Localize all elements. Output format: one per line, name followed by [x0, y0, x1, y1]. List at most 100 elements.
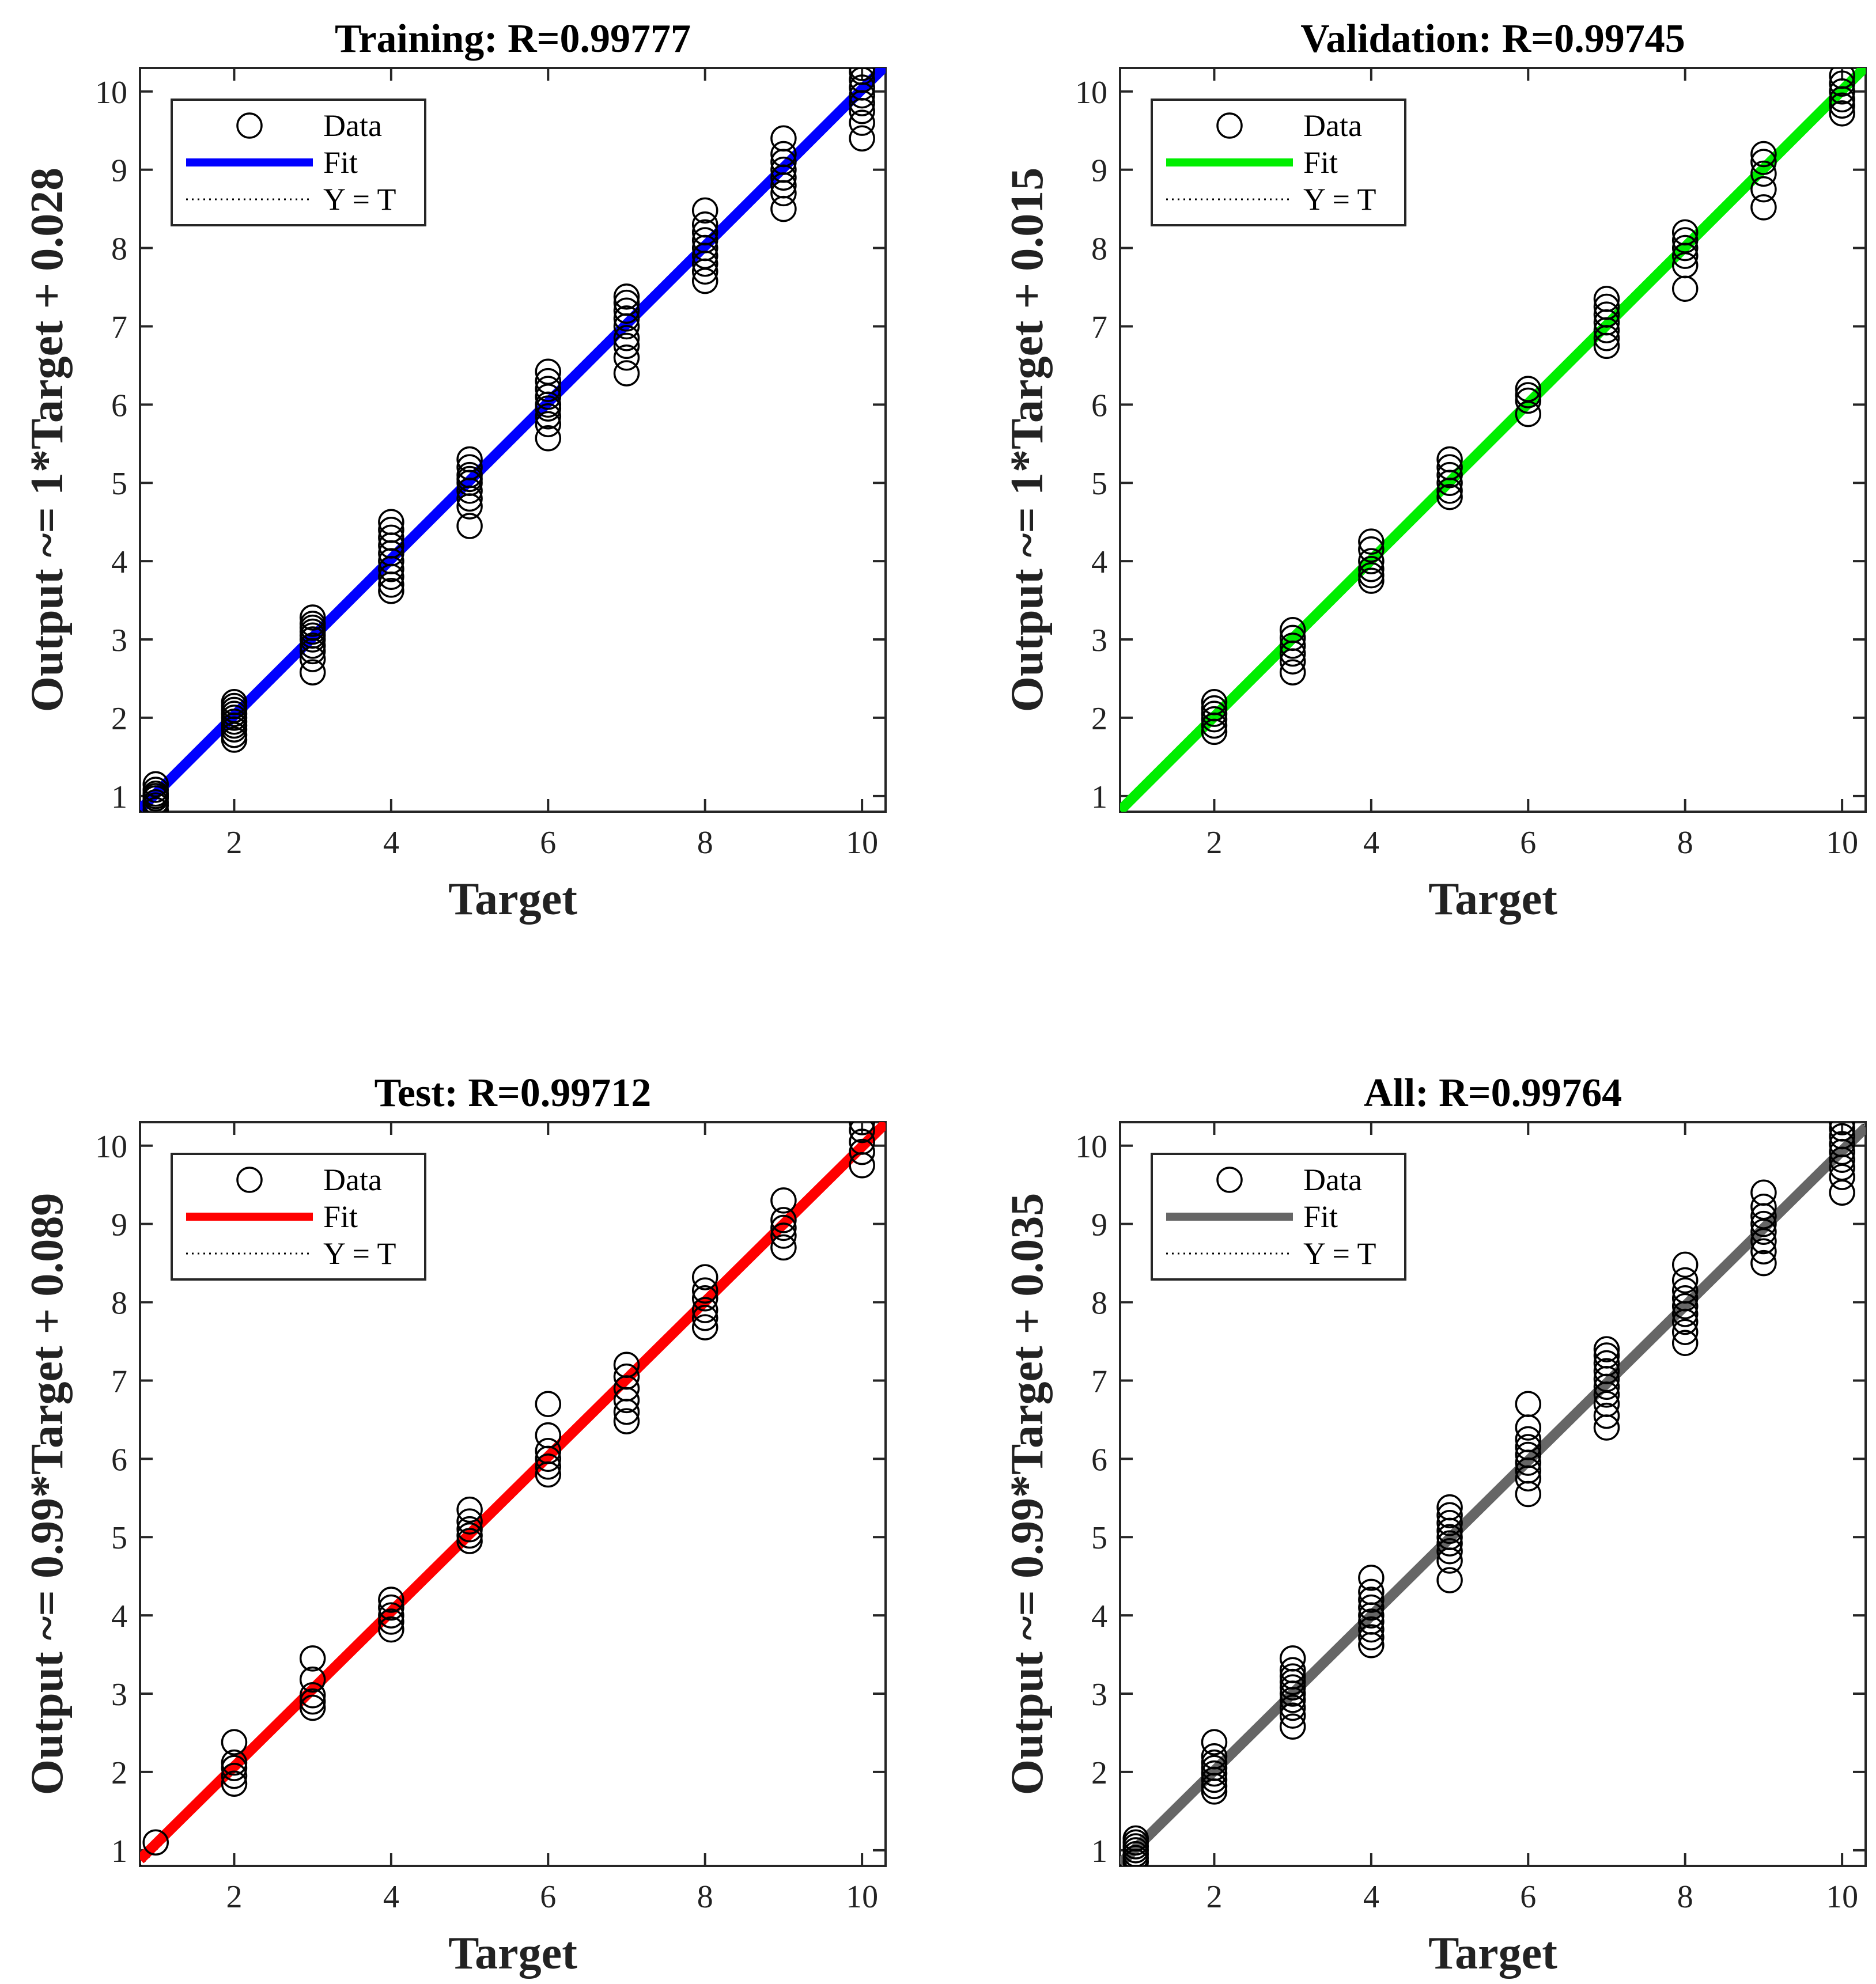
data-point — [613, 305, 640, 332]
data-point — [1201, 1755, 1228, 1781]
data-point — [378, 524, 404, 551]
data-point — [1593, 1342, 1620, 1369]
data-point — [1279, 1657, 1306, 1684]
y-tick-label: 10 — [95, 1129, 127, 1165]
legend-label: Y = T — [1303, 1236, 1376, 1271]
y-axis-label: Output ~= 1*Target + 0.015 — [1002, 168, 1053, 712]
y-axis-label: Output ~= 0.99*Target + 0.035 — [1002, 1193, 1053, 1795]
plot-area — [1120, 68, 1866, 812]
data-point — [1515, 1426, 1542, 1453]
x-tick-label: 4 — [383, 825, 399, 861]
y-tick-label: 3 — [111, 623, 127, 658]
data-point — [142, 1829, 169, 1856]
data-point — [1750, 1238, 1777, 1264]
y-tick-label: 9 — [1091, 153, 1107, 189]
data-point — [456, 1528, 483, 1554]
data-point — [770, 1222, 797, 1249]
x-tick-label: 4 — [383, 1879, 399, 1915]
data-point — [1671, 1319, 1699, 1345]
data-point — [221, 1729, 248, 1756]
legend-marker-data — [236, 1167, 263, 1193]
data-point — [770, 125, 797, 152]
data-point — [1436, 1530, 1463, 1557]
x-tick-label: 6 — [1520, 1879, 1536, 1915]
data-point — [1515, 387, 1542, 414]
data-point — [1750, 194, 1777, 221]
data-point — [1593, 301, 1620, 328]
data-point — [1750, 1179, 1777, 1206]
data-point — [691, 1297, 718, 1323]
y-tick-label: 1 — [1091, 1834, 1107, 1869]
y-tick-label: 1 — [111, 779, 127, 815]
x-tick-label: 6 — [1520, 825, 1536, 861]
y-tick-label: 5 — [1091, 466, 1107, 502]
data-point — [1436, 1524, 1463, 1550]
data-point — [1201, 1760, 1228, 1787]
data-point — [1279, 633, 1306, 659]
plot-area — [140, 1122, 886, 1866]
data-point — [1358, 562, 1385, 589]
x-tick-label: 6 — [540, 1879, 556, 1915]
data-point — [770, 1214, 797, 1241]
data-point — [1358, 1587, 1385, 1613]
data-point — [1358, 1565, 1385, 1591]
data-point — [1358, 1616, 1385, 1643]
data-point — [1515, 1434, 1542, 1460]
data-point — [535, 411, 562, 438]
data-point — [1201, 1729, 1228, 1756]
legend-label: Fit — [1303, 145, 1338, 180]
y-tick-label: 10 — [1075, 1129, 1107, 1165]
y-tick-label: 1 — [1091, 779, 1107, 815]
data-point — [1279, 1702, 1306, 1729]
y-tick-label: 4 — [1091, 1599, 1107, 1634]
data-point — [613, 289, 640, 316]
data-point — [1436, 483, 1463, 510]
data-point — [1593, 293, 1620, 320]
data-point — [535, 1391, 562, 1417]
y-axis-label: Output ~= 0.99*Target + 0.089 — [22, 1193, 73, 1795]
y-tick-label: 5 — [1091, 1520, 1107, 1556]
data-point — [221, 1770, 248, 1797]
data-point — [849, 109, 875, 136]
data-point — [691, 219, 718, 246]
legend-label: Fit — [1303, 1199, 1338, 1234]
data-point — [691, 1314, 718, 1341]
y-tick-label: 6 — [111, 1442, 127, 1478]
legend-marker-data — [236, 112, 263, 139]
y-tick-label: 9 — [111, 1207, 127, 1243]
data-point — [1829, 100, 1855, 127]
data-point — [378, 517, 404, 543]
data-point — [613, 283, 640, 310]
data-point — [535, 1453, 562, 1480]
data-point — [1201, 701, 1228, 727]
data-point — [1436, 461, 1463, 489]
data-point — [299, 611, 326, 637]
data-point — [849, 1138, 875, 1165]
data-point — [691, 211, 718, 238]
data-point — [691, 1264, 718, 1290]
data-point — [1279, 616, 1306, 643]
y-tick-label: 2 — [1091, 701, 1107, 737]
x-tick-label: 10 — [846, 825, 878, 861]
x-tick-label: 8 — [697, 825, 713, 861]
data-point — [613, 297, 640, 324]
x-tick-label: 8 — [697, 1879, 713, 1915]
legend-label: Data — [323, 1163, 382, 1197]
data-point — [535, 1438, 562, 1464]
legend-label: Data — [323, 108, 382, 143]
data-point — [535, 376, 562, 402]
data-point — [142, 771, 169, 798]
data-point — [1436, 1502, 1463, 1528]
data-point — [299, 1688, 326, 1715]
data-point — [1671, 227, 1699, 253]
data-point — [456, 1516, 483, 1543]
data-point — [1358, 555, 1385, 582]
data-point — [613, 1351, 640, 1379]
data-point — [456, 446, 483, 473]
y-axis-label: Output ~= 1*Target + 0.028 — [22, 168, 73, 712]
